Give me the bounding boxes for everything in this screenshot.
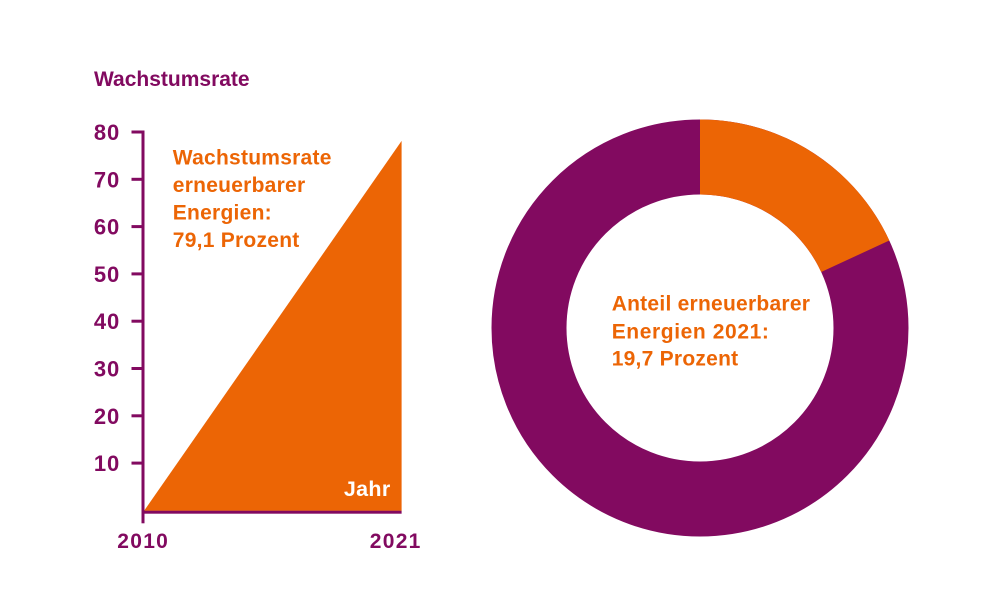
svg-text:Wachstumsrate: Wachstumsrate [173, 147, 332, 170]
svg-text:2010: 2010 [117, 530, 169, 553]
svg-text:erneuerbarer: erneuerbarer [173, 174, 306, 197]
svg-text:Wachstumsrate: Wachstumsrate [94, 68, 250, 91]
svg-text:2021: 2021 [370, 530, 422, 553]
svg-text:50: 50 [94, 262, 120, 287]
svg-text:Energien:: Energien: [173, 201, 272, 224]
svg-text:80: 80 [94, 120, 120, 145]
svg-text:70: 70 [94, 167, 120, 192]
svg-text:40: 40 [94, 309, 120, 334]
svg-text:10: 10 [94, 451, 120, 476]
svg-text:Anteil erneuerbarer: Anteil erneuerbarer [612, 293, 811, 316]
svg-text:Energien 2021:: Energien 2021: [612, 320, 770, 343]
svg-text:20: 20 [94, 404, 120, 429]
svg-text:60: 60 [94, 215, 120, 240]
svg-text:19,7 Prozent: 19,7 Prozent [612, 348, 739, 371]
svg-text:79,1 Prozent: 79,1 Prozent [173, 229, 300, 252]
svg-text:30: 30 [94, 357, 120, 382]
svg-text:Jahr: Jahr [344, 477, 391, 501]
